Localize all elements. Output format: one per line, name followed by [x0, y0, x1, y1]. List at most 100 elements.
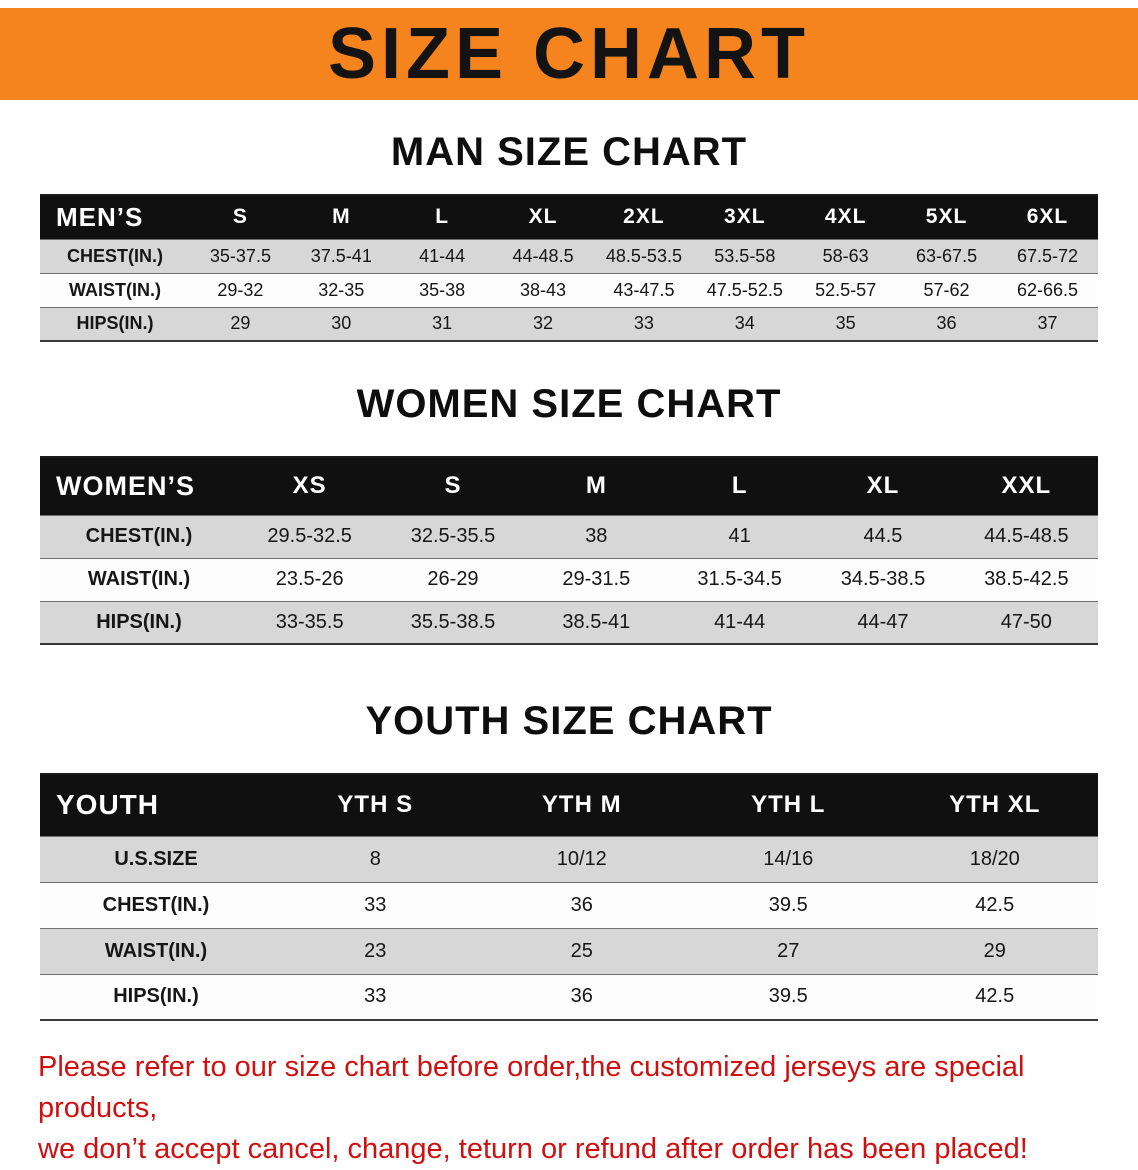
value-cell: 35-37.5: [190, 238, 291, 273]
value-cell: 35-38: [391, 272, 493, 307]
table-header-row: WOMEN’S XS S M L XL XXL: [40, 457, 1098, 515]
value-cell: 38: [524, 514, 668, 558]
size-header-cell: YTH M: [478, 774, 685, 836]
disclaimer-line-2: we don’t accept cancel, change, teturn o…: [38, 1133, 1028, 1165]
value-cell: 32: [492, 306, 594, 341]
value-cell: 44-47: [811, 600, 955, 644]
value-cell: 47-50: [954, 600, 1098, 644]
size-header-cell: XXL: [954, 457, 1098, 515]
value-cell: 58-63: [795, 238, 897, 273]
youth-size-table: YOUTH YTH S YTH M YTH L YTH XL U.S.SIZE 8 10/12…: [40, 773, 1098, 1021]
value-cell: 62-66.5: [997, 272, 1098, 307]
size-header-cell: M: [290, 195, 392, 239]
size-header-cell: YTH XL: [891, 774, 1098, 836]
value-cell: 30: [290, 306, 392, 341]
size-header-cell: S: [381, 457, 525, 515]
value-cell: 33: [272, 973, 479, 1020]
page-title: SIZE CHART: [328, 14, 810, 94]
size-header-cell: L: [391, 195, 493, 239]
women-section-heading: WOMEN SIZE CHART: [356, 382, 782, 426]
value-cell: 29.5-32.5: [238, 514, 382, 558]
value-cell: 52.5-57: [795, 272, 897, 307]
value-cell: 23: [272, 927, 479, 974]
disclaimer-note: Please refer to our size chart before or…: [0, 1047, 1138, 1170]
table-row: WAIST(IN.) 23 25 27 29: [40, 927, 1098, 974]
value-cell: 8: [272, 835, 479, 882]
size-header-cell: M: [524, 457, 668, 515]
value-cell: 37.5-41: [290, 238, 392, 273]
value-cell: 10/12: [478, 835, 685, 882]
table-row: WAIST(IN.) 23.5-26 26-29 29-31.5 31.5-34.5 34…: [40, 557, 1098, 601]
size-chart-banner: SIZE CHART: [0, 8, 1138, 100]
row-label-cell: HIPS(IN.): [40, 306, 190, 341]
table-title-cell: YOUTH: [40, 774, 272, 836]
table-row: WAIST(IN.) 29-32 32-35 35-38 38-43 43-47.5 47.…: [40, 272, 1098, 307]
value-cell: 41: [667, 514, 812, 558]
row-label-cell: HIPS(IN.): [40, 600, 238, 644]
table-title-cell: WOMEN’S: [40, 457, 238, 515]
table-row: HIPS(IN.) 29 30 31 32 33 34 35 36 37: [40, 306, 1098, 341]
men-section-heading: MAN SIZE CHART: [390, 130, 748, 174]
value-cell: 32-35: [290, 272, 392, 307]
value-cell: 53.5-58: [694, 238, 796, 273]
row-label-cell: WAIST(IN.): [40, 272, 190, 307]
value-cell: 37: [997, 306, 1098, 341]
value-cell: 41-44: [667, 600, 812, 644]
table-row: HIPS(IN.) 33 36 39.5 42.5: [40, 973, 1098, 1020]
value-cell: 34: [694, 306, 796, 341]
size-header-cell: 4XL: [795, 195, 897, 239]
value-cell: 39.5: [685, 881, 892, 928]
size-header-cell: 3XL: [694, 195, 796, 239]
value-cell: 47.5-52.5: [694, 272, 796, 307]
row-label-cell: WAIST(IN.): [40, 927, 272, 974]
value-cell: 36: [478, 973, 685, 1020]
table-title-cell: MEN’S: [40, 195, 190, 239]
row-label-cell: CHEST(IN.): [40, 514, 238, 558]
value-cell: 23.5-26: [238, 557, 382, 601]
value-cell: 36: [896, 306, 997, 341]
table-row: HIPS(IN.) 33-35.5 35.5-38.5 38.5-41 41-44 44-…: [40, 600, 1098, 644]
value-cell: 25: [478, 927, 685, 974]
size-header-cell: 5XL: [896, 195, 997, 239]
size-header-cell: 2XL: [593, 195, 695, 239]
table-header-row: MEN’S S M L XL 2XL 3XL 4XL 5XL 6XL: [40, 195, 1098, 239]
table-row: CHEST(IN.) 29.5-32.5 32.5-35.5 38 41 44.5 44.5…: [40, 514, 1098, 558]
size-header-cell: XL: [811, 457, 955, 515]
value-cell: 29-31.5: [524, 557, 668, 601]
value-cell: 33-35.5: [238, 600, 382, 644]
table-row: U.S.SIZE 8 10/12 14/16 18/20: [40, 835, 1098, 882]
size-header-cell: S: [190, 195, 291, 239]
size-header-cell: L: [667, 457, 812, 515]
value-cell: 29: [891, 927, 1098, 974]
value-cell: 29-32: [190, 272, 291, 307]
table-row: CHEST(IN.) 35-37.5 37.5-41 41-44 44-48.5 48.5…: [40, 238, 1098, 273]
row-label-cell: CHEST(IN.): [40, 238, 190, 273]
value-cell: 33: [272, 881, 479, 928]
value-cell: 26-29: [381, 557, 525, 601]
value-cell: 34.5-38.5: [811, 557, 955, 601]
value-cell: 44.5-48.5: [954, 514, 1098, 558]
value-cell: 48.5-53.5: [593, 238, 695, 273]
size-header-cell: YTH L: [685, 774, 892, 836]
value-cell: 67.5-72: [997, 238, 1098, 273]
table-row: CHEST(IN.) 33 36 39.5 42.5: [40, 881, 1098, 928]
value-cell: 39.5: [685, 973, 892, 1020]
youth-section-heading: YOUTH SIZE CHART: [365, 699, 773, 743]
row-label-cell: CHEST(IN.): [40, 881, 272, 928]
value-cell: 31: [391, 306, 493, 341]
value-cell: 18/20: [891, 835, 1098, 882]
size-header-cell: XS: [238, 457, 382, 515]
mens-size-table: MEN’S S M L XL 2XL 3XL 4XL 5XL 6XL CHEST(IN.) 35-37…: [40, 194, 1098, 342]
value-cell: 42.5: [891, 973, 1098, 1020]
size-header-cell: YTH S: [272, 774, 479, 836]
value-cell: 44.5: [811, 514, 955, 558]
value-cell: 38.5-41: [524, 600, 668, 644]
row-label-cell: HIPS(IN.): [40, 973, 272, 1020]
womens-size-table: WOMEN’S XS S M L XL XXL CHEST(IN.) 29.5-32.5 32.5…: [40, 456, 1098, 645]
value-cell: 32.5-35.5: [381, 514, 525, 558]
value-cell: 31.5-34.5: [667, 557, 812, 601]
value-cell: 44-48.5: [492, 238, 594, 273]
value-cell: 42.5: [891, 881, 1098, 928]
value-cell: 36: [478, 881, 685, 928]
value-cell: 43-47.5: [593, 272, 695, 307]
